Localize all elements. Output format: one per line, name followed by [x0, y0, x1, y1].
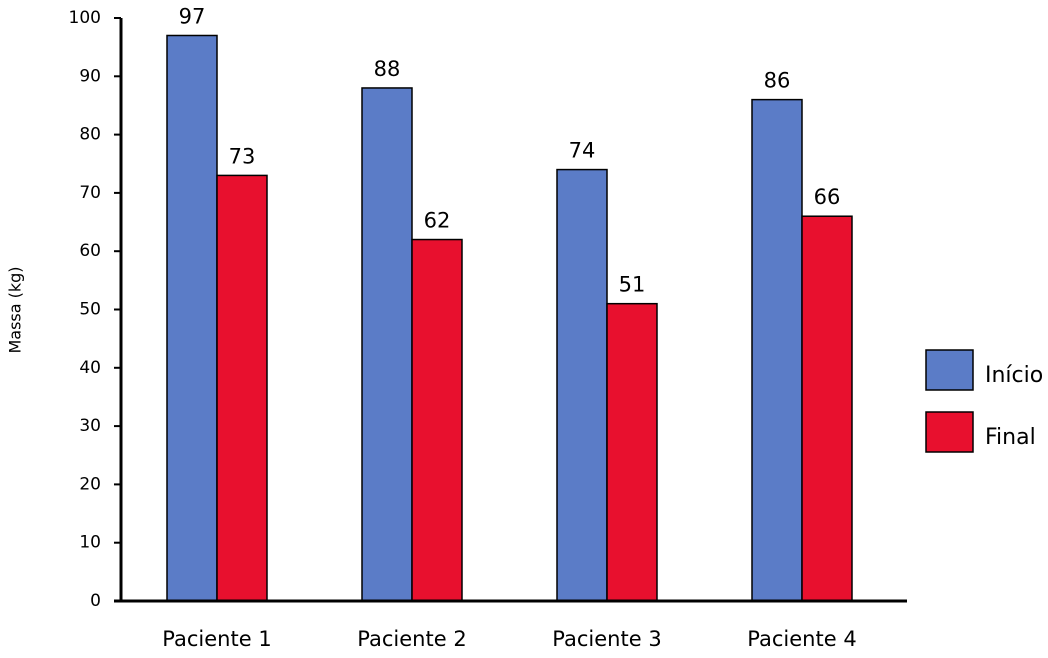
y-tick-label: 80 [79, 125, 101, 145]
y-axis-label: Massa (kg) [6, 266, 25, 353]
bar [361, 87, 413, 602]
legend-label: Final [985, 425, 1036, 450]
y-tick-label: 40 [79, 358, 101, 378]
bar [751, 98, 803, 602]
value-label: 88 [374, 57, 401, 81]
bar [166, 34, 218, 602]
y-tick-label: 70 [79, 183, 101, 203]
legend-swatch [925, 411, 974, 453]
y-tick-label: 0 [90, 591, 101, 611]
y-tick-label: 10 [79, 533, 101, 553]
value-label: 86 [764, 69, 791, 93]
bar [411, 238, 463, 602]
y-tick-label: 30 [79, 416, 101, 436]
bar [801, 215, 853, 602]
y-tick-label: 90 [79, 66, 101, 86]
value-label: 51 [619, 273, 646, 297]
value-label: 66 [814, 185, 841, 209]
value-label: 74 [569, 139, 596, 163]
bar [216, 174, 268, 602]
value-label: 73 [229, 144, 256, 168]
value-label: 97 [179, 4, 206, 28]
x-tick-label: Paciente 1 [162, 627, 271, 651]
y-tick-label: 60 [79, 241, 101, 261]
legend-label: Início [985, 363, 1043, 388]
legend-swatch [925, 349, 974, 391]
bar [556, 168, 608, 602]
x-tick-label: Paciente 2 [357, 627, 466, 651]
y-tick-label: 50 [79, 300, 101, 320]
value-label: 62 [424, 209, 451, 233]
x-tick-label: Paciente 4 [747, 627, 856, 651]
x-tick-label: Paciente 3 [552, 627, 661, 651]
y-tick-label: 100 [69, 8, 101, 28]
bar [606, 302, 658, 602]
y-tick-label: 20 [79, 474, 101, 494]
